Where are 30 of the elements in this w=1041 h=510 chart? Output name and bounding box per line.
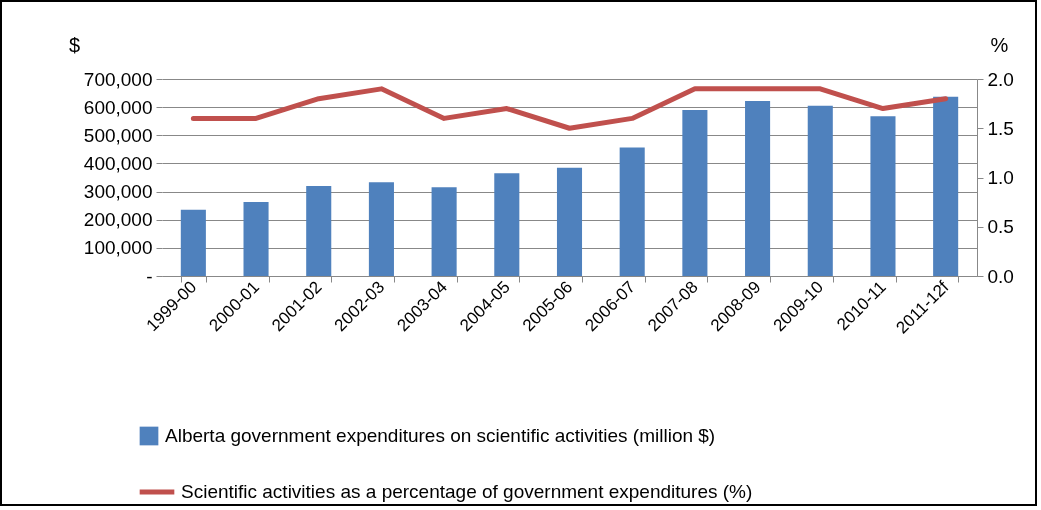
- bar: [306, 185, 332, 276]
- bar: [431, 187, 457, 276]
- bar: [556, 167, 583, 276]
- y2-tick-label: 1.5: [987, 117, 1014, 139]
- y2-tick-label: 0.5: [987, 216, 1014, 238]
- y-tick-label: 300,000: [83, 181, 153, 203]
- y-tick-label: -: [146, 265, 153, 287]
- legend-label: Scientific activities as a percentage of government expenditures (%): [181, 481, 753, 502]
- y-tick-label: 200,000: [83, 209, 153, 231]
- y2-tick-label: 1.0: [987, 167, 1014, 188]
- bar: [682, 109, 708, 276]
- bar: [494, 173, 520, 276]
- y-tick-label: 100,000: [83, 237, 153, 259]
- bar: [180, 209, 206, 276]
- bar: [619, 147, 645, 276]
- y-tick-label: 700,000: [83, 68, 153, 90]
- y-tick-label: 500,000: [83, 124, 153, 146]
- y2-tick-label: 0.0: [987, 265, 1014, 287]
- y-tick-label: 400,000: [83, 152, 153, 174]
- y-tick-label: 600,000: [83, 96, 153, 118]
- y2-axis-title: %: [990, 33, 1009, 56]
- bar: [807, 105, 833, 276]
- y2-tick-label: 2.0: [987, 68, 1014, 90]
- bar: [745, 100, 771, 276]
- y-axis-title: $: [68, 33, 81, 56]
- bar: [243, 201, 269, 276]
- bar: [870, 116, 896, 276]
- legend-label: Alberta government expenditures on scientific activities (million $): [165, 425, 716, 446]
- bar: [933, 96, 959, 276]
- bar: [368, 182, 394, 276]
